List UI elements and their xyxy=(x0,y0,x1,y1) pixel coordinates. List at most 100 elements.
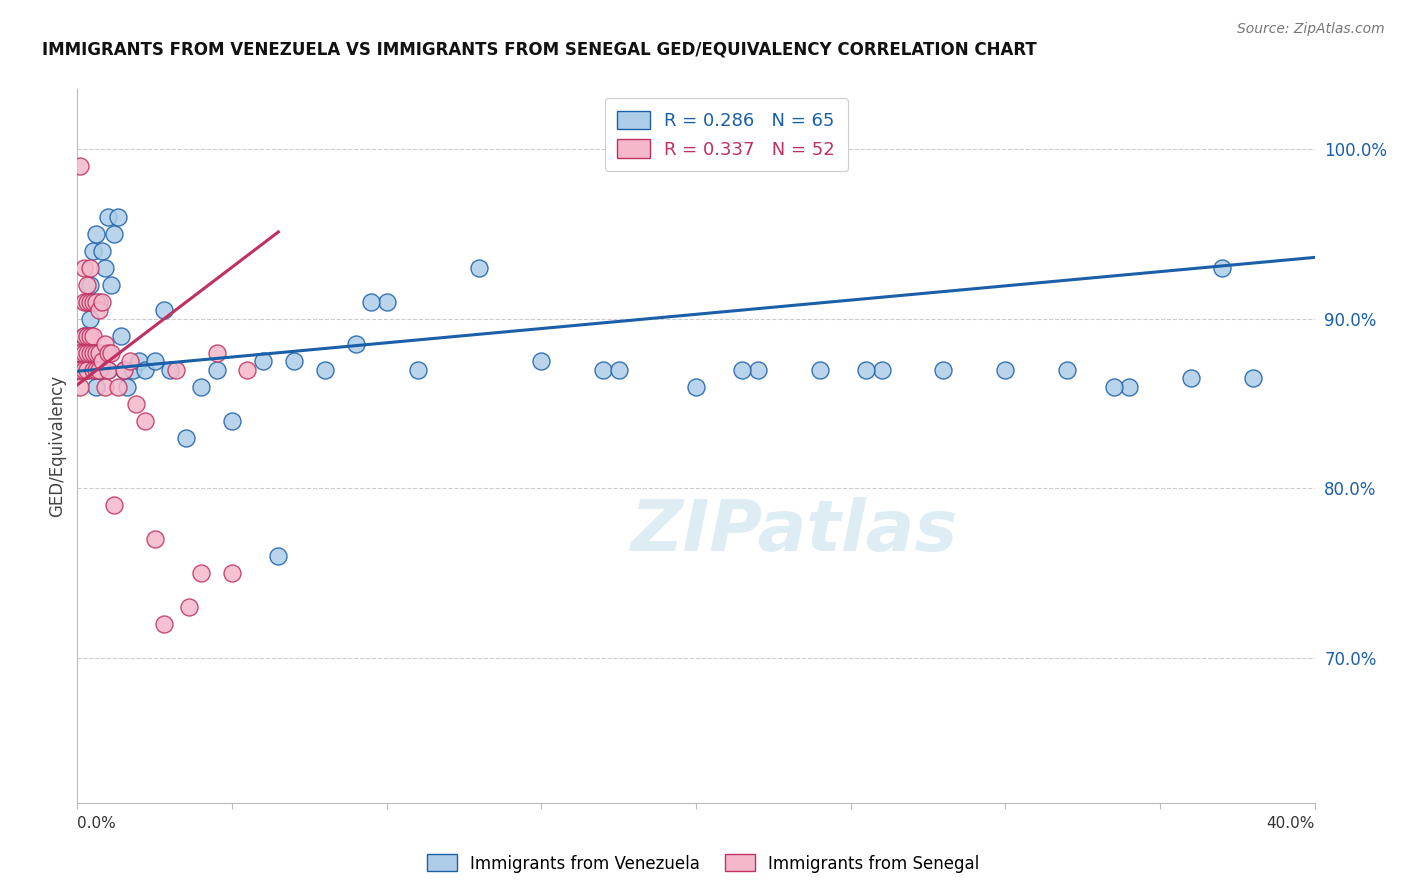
Point xyxy=(76,362,98,376)
Point xyxy=(1211,260,1233,275)
Point xyxy=(76,277,98,292)
Point xyxy=(112,362,135,376)
Point xyxy=(84,362,107,376)
Point xyxy=(87,303,110,318)
Point xyxy=(153,617,176,632)
Point xyxy=(100,277,122,292)
Point xyxy=(82,294,104,309)
Point xyxy=(190,379,212,393)
Point xyxy=(91,362,114,376)
Point xyxy=(97,362,120,376)
Point xyxy=(100,345,122,359)
Point xyxy=(79,328,101,343)
Text: Source: ZipAtlas.com: Source: ZipAtlas.com xyxy=(1237,22,1385,37)
Point xyxy=(932,362,955,376)
Point xyxy=(283,354,305,368)
Point xyxy=(344,337,367,351)
Point xyxy=(82,244,104,258)
Point xyxy=(76,345,98,359)
Point xyxy=(76,345,98,359)
Point xyxy=(76,294,98,309)
Point xyxy=(94,345,117,359)
Point xyxy=(1102,379,1125,393)
Point xyxy=(267,549,290,564)
Point xyxy=(125,396,148,410)
Legend: R = 0.286   N = 65, R = 0.337   N = 52: R = 0.286 N = 65, R = 0.337 N = 52 xyxy=(605,98,848,171)
Point xyxy=(79,294,101,309)
Point xyxy=(107,379,129,393)
Point xyxy=(174,430,197,444)
Point xyxy=(84,379,107,393)
Point xyxy=(91,354,114,368)
Point xyxy=(79,345,101,359)
Point xyxy=(607,362,630,376)
Point xyxy=(134,362,156,376)
Point xyxy=(79,311,101,326)
Point xyxy=(69,345,91,359)
Point xyxy=(69,379,91,393)
Point xyxy=(87,362,110,376)
Legend: Immigrants from Venezuela, Immigrants from Senegal: Immigrants from Venezuela, Immigrants fr… xyxy=(420,847,986,880)
Point xyxy=(76,362,98,376)
Point xyxy=(79,277,101,292)
Point xyxy=(122,362,145,376)
Point xyxy=(72,362,94,376)
Point xyxy=(468,260,491,275)
Point xyxy=(87,294,110,309)
Point xyxy=(221,413,243,427)
Point xyxy=(134,413,156,427)
Point xyxy=(103,499,125,513)
Text: 40.0%: 40.0% xyxy=(1267,816,1315,831)
Point xyxy=(84,294,107,309)
Point xyxy=(69,362,91,376)
Point xyxy=(236,362,259,376)
Point xyxy=(72,294,94,309)
Text: 0.0%: 0.0% xyxy=(77,816,117,831)
Point xyxy=(91,244,114,258)
Point xyxy=(375,294,398,309)
Point xyxy=(72,328,94,343)
Point xyxy=(177,600,200,615)
Point xyxy=(112,362,135,376)
Point xyxy=(592,362,614,376)
Point xyxy=(118,354,141,368)
Point xyxy=(1118,379,1140,393)
Point xyxy=(97,345,120,359)
Text: ZIPatlas: ZIPatlas xyxy=(631,497,959,566)
Point xyxy=(994,362,1017,376)
Point xyxy=(82,362,104,376)
Y-axis label: GED/Equivalency: GED/Equivalency xyxy=(48,375,66,517)
Point xyxy=(87,345,110,359)
Point xyxy=(159,362,181,376)
Point xyxy=(82,328,104,343)
Point xyxy=(69,362,91,376)
Point xyxy=(72,260,94,275)
Point xyxy=(855,362,877,376)
Point xyxy=(128,354,150,368)
Point xyxy=(143,533,166,547)
Point xyxy=(103,227,125,241)
Point xyxy=(69,345,91,359)
Point xyxy=(747,362,769,376)
Point xyxy=(1056,362,1078,376)
Point xyxy=(870,362,893,376)
Point xyxy=(82,345,104,359)
Point xyxy=(1180,371,1202,385)
Point xyxy=(97,362,120,376)
Point xyxy=(406,362,429,376)
Point xyxy=(84,362,107,376)
Point xyxy=(76,328,98,343)
Point xyxy=(314,362,336,376)
Point xyxy=(69,345,91,359)
Point xyxy=(190,566,212,581)
Point xyxy=(76,294,98,309)
Point xyxy=(205,345,228,359)
Point xyxy=(84,345,107,359)
Point xyxy=(530,354,553,368)
Point xyxy=(82,362,104,376)
Point xyxy=(1241,371,1264,385)
Point xyxy=(731,362,754,376)
Point xyxy=(69,362,91,376)
Point xyxy=(79,260,101,275)
Text: IMMIGRANTS FROM VENEZUELA VS IMMIGRANTS FROM SENEGAL GED/EQUIVALENCY CORRELATION: IMMIGRANTS FROM VENEZUELA VS IMMIGRANTS … xyxy=(42,40,1038,58)
